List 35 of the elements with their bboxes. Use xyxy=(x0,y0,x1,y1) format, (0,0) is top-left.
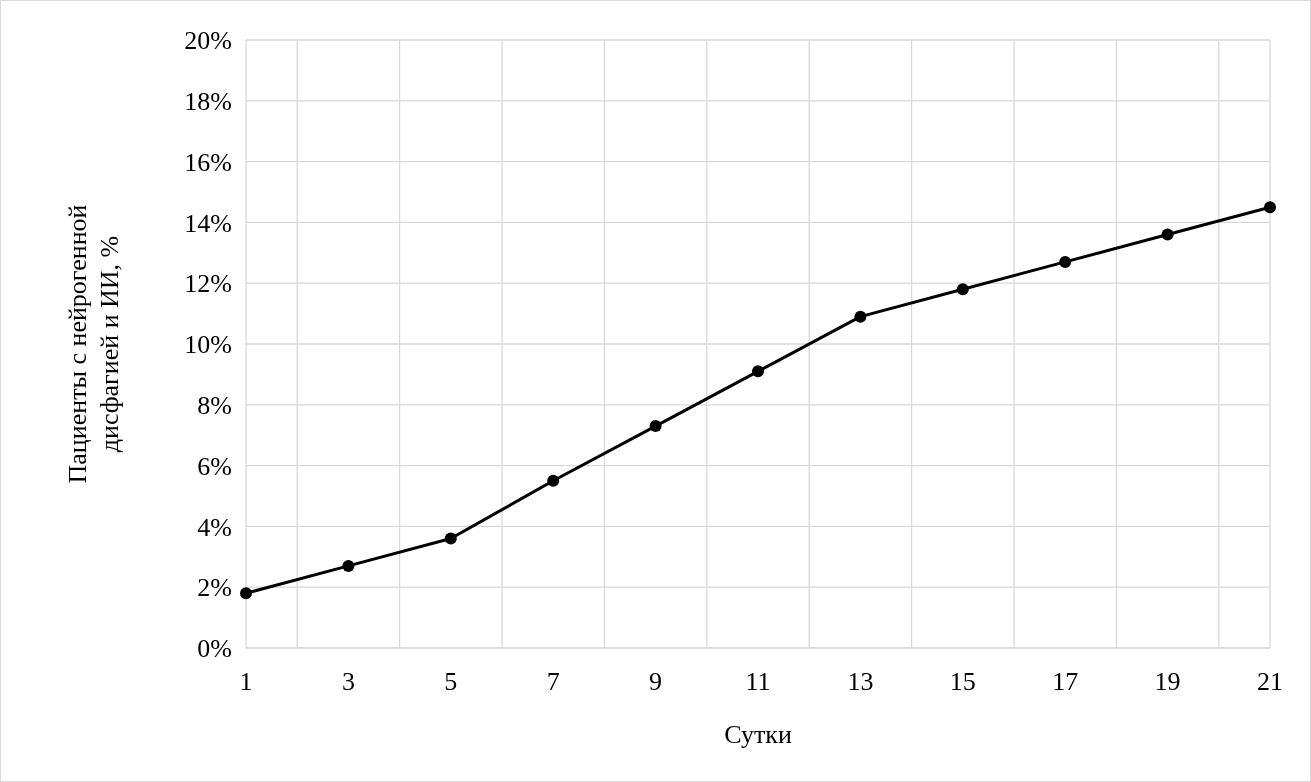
x-tick-label: 21 xyxy=(1257,667,1283,696)
y-tick-label: 8% xyxy=(197,390,232,420)
point xyxy=(956,283,969,296)
point xyxy=(342,559,355,572)
point xyxy=(752,365,764,378)
y-tick-label: 4% xyxy=(197,512,232,542)
y-tick-label: 16% xyxy=(184,147,232,177)
x-tick-label: 19 xyxy=(1154,667,1181,696)
x-axis-title: Сутки xyxy=(724,720,792,749)
y-tick-label: 6% xyxy=(197,451,232,481)
y-tick-label: 10% xyxy=(184,330,232,360)
point xyxy=(1264,201,1276,214)
x-tick-label: 17 xyxy=(1052,667,1079,696)
y-tick-label: 0% xyxy=(197,634,232,664)
y-tick-label: 20% xyxy=(184,26,232,56)
x-tick-label: 15 xyxy=(949,667,976,696)
x-tick-label: 13 xyxy=(847,667,874,696)
x-tick-label: 5 xyxy=(444,667,458,696)
y-tick-label: 18% xyxy=(184,86,232,116)
point xyxy=(1161,228,1174,241)
point xyxy=(649,420,662,433)
point xyxy=(240,587,252,600)
x-tick-label: 7 xyxy=(546,667,560,696)
point xyxy=(1059,255,1072,268)
x-tick-label: 9 xyxy=(649,667,663,696)
x-tick-label: 3 xyxy=(341,667,355,696)
x-tick-label: 11 xyxy=(745,667,771,696)
point xyxy=(444,532,457,545)
y-tick-label: 2% xyxy=(197,573,232,603)
point xyxy=(547,474,560,487)
x-tick-label: 1 xyxy=(239,667,253,696)
y-tick-label: 12% xyxy=(184,269,232,299)
y-tick-label: 14% xyxy=(184,208,232,238)
y-axis-title: Пациенты с нейрогенной дисфагией и ИИ, % xyxy=(63,204,124,484)
point xyxy=(854,310,867,323)
